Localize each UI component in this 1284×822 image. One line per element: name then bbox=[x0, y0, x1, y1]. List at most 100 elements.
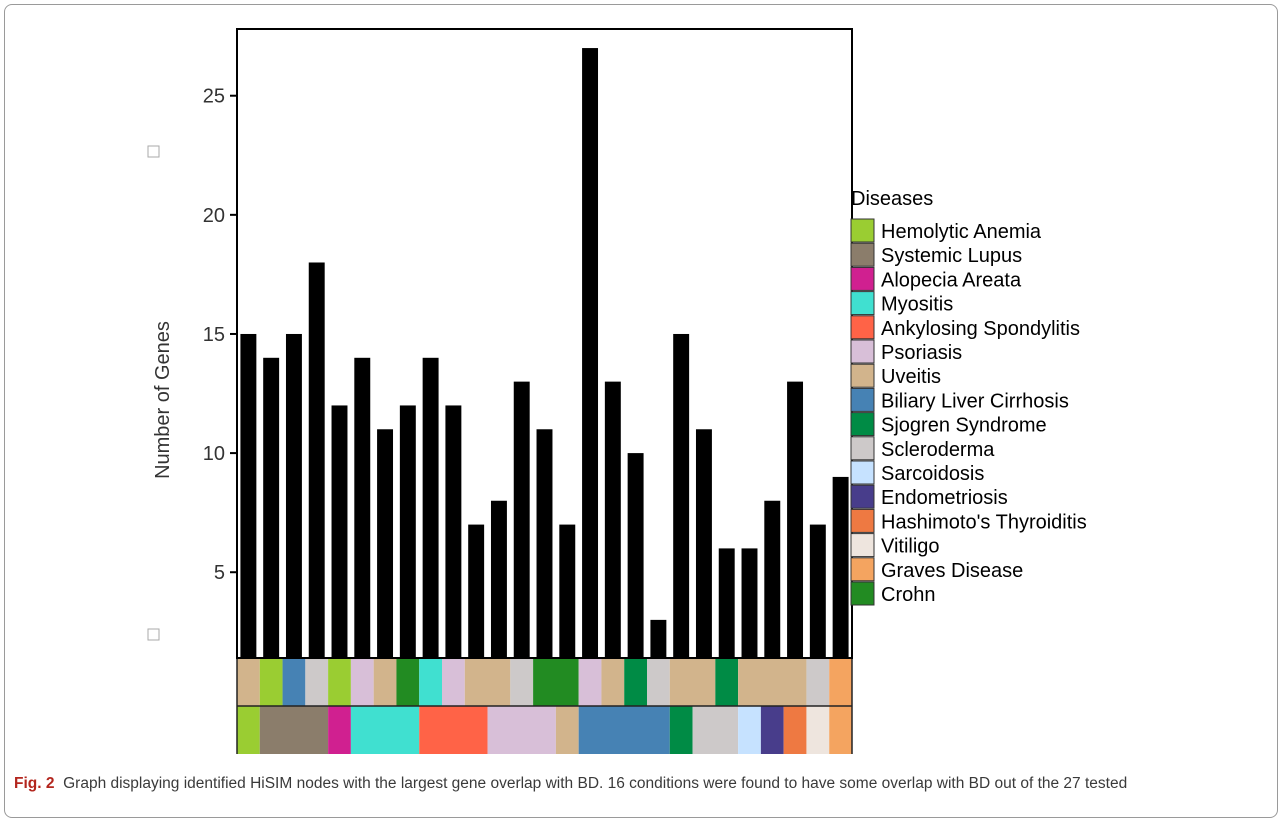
legend-label: Uveitis bbox=[881, 366, 941, 388]
legend-swatch bbox=[850, 581, 875, 606]
legend-label: Hemolytic Anemia bbox=[881, 221, 1042, 243]
annotation-cell bbox=[738, 706, 761, 754]
y-tick-label: 25 bbox=[203, 86, 225, 108]
bar bbox=[513, 381, 530, 658]
annotation-cell bbox=[237, 706, 260, 754]
annotation-cell bbox=[533, 658, 579, 706]
annotation-cell bbox=[419, 658, 442, 706]
side-marker-bottom bbox=[147, 628, 160, 641]
legend-swatch bbox=[850, 266, 875, 291]
bar bbox=[240, 333, 257, 658]
annotation-cell bbox=[647, 658, 670, 706]
figure-caption-text: Graph displaying identified HiSIM nodes … bbox=[63, 775, 1128, 792]
annotation-cell bbox=[396, 658, 420, 706]
legend-swatch bbox=[850, 533, 875, 558]
legend-label: Biliary Liver Cirrhosis bbox=[881, 390, 1069, 412]
annotation-cell bbox=[715, 658, 739, 706]
bar bbox=[331, 405, 348, 658]
annotation-cell bbox=[738, 658, 807, 706]
annotation-cell bbox=[487, 706, 556, 754]
bar bbox=[285, 333, 302, 658]
annotation-cell bbox=[760, 706, 784, 754]
annotation-cell bbox=[350, 658, 374, 706]
annotation-cell bbox=[259, 706, 329, 754]
annotation-cell bbox=[624, 658, 647, 706]
annotation-cell bbox=[328, 658, 351, 706]
legend-label: Ankylosing Spondylitis bbox=[881, 318, 1080, 340]
bar bbox=[399, 405, 416, 658]
annotation-cell bbox=[783, 706, 807, 754]
bar bbox=[377, 429, 394, 658]
legend-swatch bbox=[850, 242, 875, 267]
annotation-cell bbox=[578, 658, 602, 706]
legend-swatch bbox=[850, 436, 875, 461]
figure-caption: Fig. 2 Graph displaying identified HiSIM… bbox=[14, 773, 1276, 795]
bar bbox=[445, 405, 462, 658]
legend-swatch bbox=[850, 218, 875, 243]
bar bbox=[604, 381, 621, 658]
annotation-cell bbox=[669, 706, 693, 754]
annotation-cell bbox=[328, 706, 351, 754]
bar bbox=[809, 524, 826, 658]
legend-swatch bbox=[850, 363, 875, 388]
bar bbox=[582, 48, 599, 659]
annotation-cell bbox=[806, 658, 830, 706]
bar bbox=[468, 524, 485, 658]
bar bbox=[764, 500, 781, 658]
bar-chart: 5 10 15 20 25 Number of Genes Diseases Hemol… bbox=[147, 28, 1087, 754]
legend-label: Systemic Lupus bbox=[881, 245, 1022, 267]
bar bbox=[422, 357, 439, 658]
annotation-cell bbox=[510, 658, 534, 706]
legend-label: Psoriasis bbox=[881, 342, 962, 364]
legend-swatch bbox=[850, 315, 875, 340]
bar bbox=[490, 500, 507, 658]
annotation-cell bbox=[578, 706, 670, 754]
legend-title: Diseases bbox=[851, 188, 933, 210]
legend-label: Alopecia Areata bbox=[881, 269, 1022, 291]
legend-swatch bbox=[850, 557, 875, 582]
bar bbox=[695, 429, 712, 658]
annotation-cell bbox=[237, 658, 260, 706]
annotation-cell bbox=[305, 658, 329, 706]
annotation-cell bbox=[829, 658, 852, 706]
legend-label: Hashimoto's Thyroiditis bbox=[881, 511, 1087, 533]
bar bbox=[308, 262, 325, 658]
y-tick-label: 20 bbox=[203, 205, 225, 227]
bar bbox=[559, 524, 576, 658]
legend-label: Scleroderma bbox=[881, 439, 995, 461]
legend-swatch bbox=[850, 291, 875, 316]
bar bbox=[536, 429, 553, 658]
annotation-cell bbox=[259, 658, 283, 706]
bar bbox=[263, 357, 280, 658]
annotation-cell bbox=[464, 658, 511, 706]
legend-swatch bbox=[850, 339, 875, 364]
annotation-cell bbox=[601, 658, 625, 706]
figure-frame: 5 10 15 20 25 Number of Genes Diseases Hemol… bbox=[4, 4, 1278, 818]
bar bbox=[673, 333, 690, 658]
y-tick-label: 5 bbox=[214, 562, 225, 584]
bar bbox=[832, 476, 849, 658]
annotation-cell bbox=[829, 706, 852, 754]
bars bbox=[240, 48, 849, 659]
y-axis: 5 10 15 20 25 bbox=[203, 86, 237, 584]
annotation-rows bbox=[236, 658, 853, 754]
annotation-cell bbox=[692, 706, 739, 754]
annotation-cell bbox=[555, 706, 579, 754]
legend-label: Sjogren Syndrome bbox=[881, 415, 1047, 437]
legend-label: Sarcoidosis bbox=[881, 463, 984, 485]
legend-swatch bbox=[850, 508, 875, 533]
bar bbox=[787, 381, 804, 658]
legend-label: Crohn bbox=[881, 584, 935, 606]
legend-swatch bbox=[850, 484, 875, 509]
annotation-cell bbox=[442, 658, 465, 706]
bar bbox=[354, 357, 371, 658]
y-axis-label: Number of Genes bbox=[152, 321, 174, 479]
legend-label: Graves Disease bbox=[881, 560, 1023, 582]
annotation-cell bbox=[806, 706, 830, 754]
bar bbox=[718, 548, 735, 658]
annotation-cell bbox=[669, 658, 716, 706]
annotation-cell bbox=[350, 706, 420, 754]
bar bbox=[650, 619, 667, 658]
side-marker-top bbox=[147, 145, 160, 158]
